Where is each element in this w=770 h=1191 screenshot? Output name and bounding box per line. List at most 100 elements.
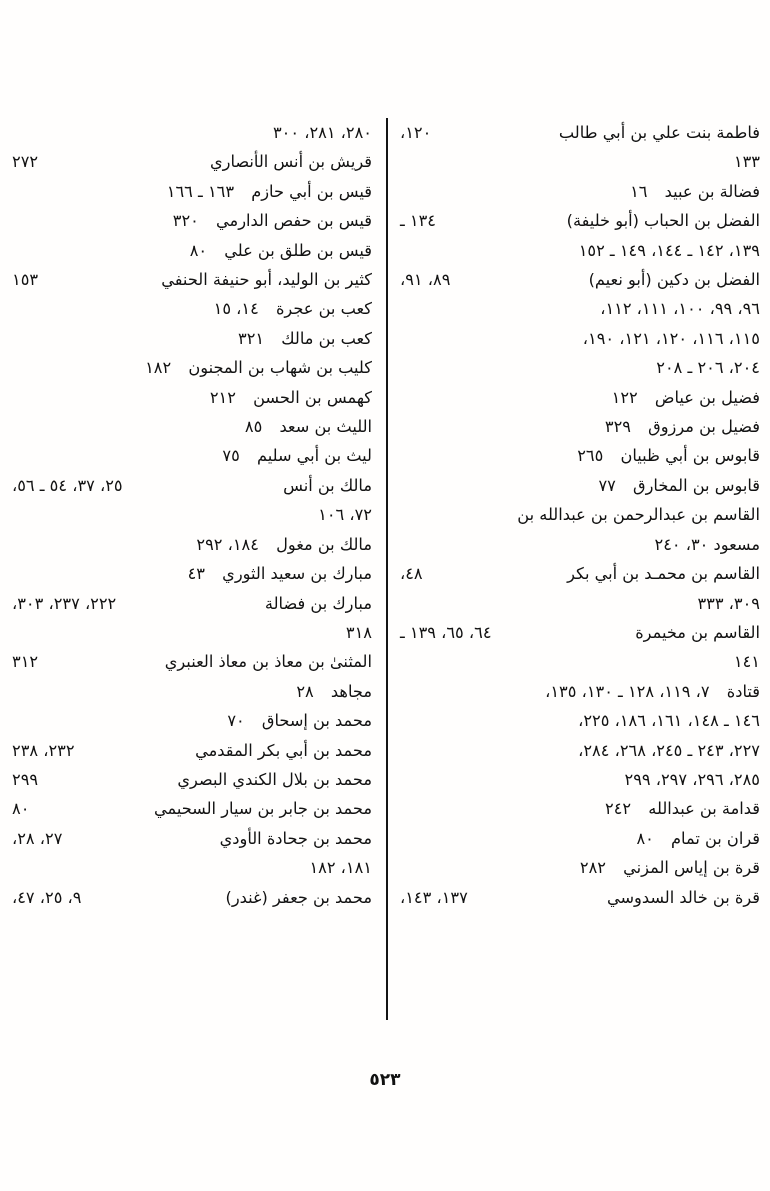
- index-entry: القاسم بن محمـد بن أبي بكر ٤٨،: [400, 559, 760, 588]
- index-entry: قرة بن خالد السدوسي ١٣٧، ١٤٣،: [400, 883, 760, 912]
- index-entry: محمد بن إسحاق ٧٠: [12, 706, 372, 735]
- entry-pages: ٢٢٢، ٢٣٧، ٣٠٣،: [12, 593, 117, 613]
- entry-name: مجاهد: [330, 681, 372, 701]
- entry-name: قيس بن طلق بن علي: [224, 240, 372, 260]
- index-column-left: ٢٨٠، ٢٨١، ٣٠٠ قريش بن أنس الأنصاري ٢٧٢ ق…: [8, 118, 382, 1023]
- index-entry: قتادة ٧، ١١٩، ١٢٨ ـ ١٣٠، ١٣٥،: [400, 677, 760, 706]
- entry-continuation: ٧٢، ١٠٦: [318, 505, 372, 525]
- entry-name: قابوس بن أبي ظبيان: [620, 446, 760, 466]
- entry-pages: ٣١٢: [12, 652, 39, 672]
- entry-pages: ٢٨٢: [579, 858, 607, 878]
- index-entry: قيس بن أبي حازم ١٦٣ ـ ١٦٦: [12, 177, 372, 206]
- entry-name: محمد بن جعفر (غندر): [225, 887, 372, 907]
- index-entry: قيس بن حفص الدارمي ٣٢٠: [12, 206, 372, 235]
- entry-pages: ٢٩٩: [12, 769, 39, 789]
- entry-pages: ١٤، ١٥: [213, 299, 259, 319]
- entry-name: ليث بن أبي سليم: [256, 446, 372, 466]
- entry-pages: ١٨٤، ٢٩٢: [196, 534, 259, 554]
- index-entry: محمد بن جابر بن سيار السحيمي ٨٠: [12, 794, 372, 823]
- index-entry: الفضل بن دكين (أبو نعيم) ٨٩، ٩١،: [400, 265, 760, 294]
- index-entry: مبارك بن فضالة ٢٢٢، ٢٣٧، ٣٠٣،: [12, 589, 372, 618]
- index-column-right: فاطمة بنت علي بن أبي طالب ١٢٠، ١٣٣ فضالة…: [394, 118, 762, 1023]
- entry-pages: ٨٠: [636, 828, 654, 848]
- entry-continuation: ٢٢٧، ٢٤٣ ـ ٢٤٥، ٢٦٨، ٢٨٤،: [578, 740, 760, 760]
- entry-name: مالك بن مغول: [276, 534, 372, 554]
- index-entry: كعب بن عجرة ١٤، ١٥: [12, 294, 372, 323]
- entry-pages: ٨٠: [189, 240, 208, 260]
- entry-name: محمد بن جابر بن سيار السحيمي: [154, 799, 372, 819]
- index-entry: قدامة بن عبدالله ٢٤٢: [400, 794, 760, 823]
- index-entry: فضيل بن مرزوق ٣٢٩: [400, 412, 760, 441]
- entry-pages: ١٣٤ ـ: [400, 211, 436, 231]
- entry-name: قيس بن حفص الدارمي: [216, 211, 372, 231]
- entry-name: مبارك بن فضالة: [264, 593, 372, 613]
- entry-continuation: ٢٠٤، ٢٠٦ ـ ٢٠٨: [656, 358, 760, 378]
- index-entry: قرة بن إياس المزني ٢٨٢: [400, 853, 760, 882]
- entry-pages: ١٦٣ ـ ١٦٦: [166, 181, 235, 201]
- index-entry: محمد بن بلال الكندي البصري ٢٩٩: [12, 765, 372, 794]
- entry-pages: ٨٠: [12, 799, 30, 819]
- entry-name: مبارك بن سعيد الثوري: [222, 564, 372, 584]
- entry-pages: ٤٨،: [400, 564, 423, 584]
- entry-name: محمد بن إسحاق: [261, 711, 372, 731]
- index-entry: كعب بن مالك ٣٢١: [12, 324, 372, 353]
- entry-name: قدامة بن عبدالله: [648, 799, 760, 819]
- entry-name: فاطمة بنت علي بن أبي طالب: [558, 123, 760, 142]
- index-entry: كليب بن شهاب بن المجنون ١٨٢: [12, 353, 372, 382]
- entry-name: كعب بن عجرة: [275, 299, 372, 319]
- entry-name: قرة بن إياس المزني: [623, 858, 760, 878]
- index-entry: فضالة بن عبيد ١٦: [400, 177, 760, 206]
- entry-name: قرة بن خالد السدوسي: [606, 887, 760, 907]
- entry-name: القاسم بن عبدالرحمن بن عبدالله بن: [517, 505, 760, 525]
- index-entry: القاسم بن عبدالرحمن بن عبدالله بن: [400, 500, 760, 529]
- entry-name: قيس بن أبي حازم: [251, 181, 372, 201]
- entry-continuation: مسعود ٣٠، ٢٤٠: [654, 534, 761, 554]
- index-entry: محمد بن أبي بكر المقدمي ٢٣٢، ٢٣٨: [12, 736, 372, 765]
- entry-continuation: ١٨١، ١٨٢: [309, 858, 372, 878]
- entry-pages: ٧٥: [222, 446, 240, 466]
- entry-pages: ٢٣٢، ٢٣٨: [12, 740, 75, 760]
- entry-pages: ٢٧، ٢٨،: [12, 828, 63, 848]
- entry-name: مالك بن أنس: [283, 475, 372, 495]
- entry-name: قريش بن أنس الأنصاري: [209, 152, 372, 172]
- entry-pages: ٧٠: [227, 711, 245, 731]
- entry-name: القاسم بن محمـد بن أبي بكر: [567, 564, 760, 584]
- index-two-column-body: فاطمة بنت علي بن أبي طالب ١٢٠، ١٣٣ فضالة…: [8, 118, 762, 1023]
- entry-pages: ١٨٢: [145, 358, 172, 378]
- entry-continuation: ١١٥، ١١٦، ١٢٠، ١٢١، ١٩٠،: [582, 328, 760, 348]
- column-divider-rule: [386, 118, 388, 1020]
- entry-continuation: ٣٠٩، ٣٣٣: [697, 593, 760, 613]
- entry-name: المثنىٰ بن معاذ بن معاذ العنبري: [164, 652, 372, 672]
- index-entry: محمد بن جعفر (غندر) ٩، ٢٥، ٤٧،: [12, 883, 372, 912]
- index-entry: كثير بن الوليد، أبو حنيفة الحنفي ١٥٣: [12, 265, 372, 294]
- index-entry: الليث بن سعد ٨٥: [12, 412, 372, 441]
- entry-name: محمد بن جحادة الأودي: [219, 828, 372, 848]
- entry-pages: ٧، ١١٩، ١٢٨ ـ ١٣٠، ١٣٥،: [545, 681, 710, 701]
- entry-pages: ١٢٢: [611, 387, 638, 407]
- entry-pages: ٨٥: [244, 417, 263, 437]
- entry-pages: ٢٨: [296, 681, 314, 701]
- entry-name: فضيل بن مرزوق: [648, 417, 760, 437]
- index-entry: مبارك بن سعيد الثوري ٤٣: [12, 559, 372, 588]
- index-entry: قران بن تمام ٨٠: [400, 824, 760, 853]
- entry-pages: ٧٧: [598, 475, 616, 495]
- entry-name: كثير بن الوليد، أبو حنيفة الحنفي: [161, 270, 372, 290]
- index-entry: فاطمة بنت علي بن أبي طالب ١٢٠،: [400, 118, 760, 147]
- entry-name: قابوس بن المخارق: [633, 475, 760, 495]
- index-entry: قابوس بن المخارق ٧٧: [400, 471, 760, 500]
- entry-pages: ٩، ٢٥، ٤٧،: [12, 887, 82, 907]
- entry-name: الفضل بن الحباب (أبو خليفة): [566, 211, 760, 231]
- entry-continuation: ١٣٩، ١٤٢ ـ ١٤٤، ١٤٩ ـ ١٥٢: [578, 240, 760, 260]
- entry-pages: ٢٥، ٣٧، ٥٤ ـ ٥٦،: [12, 475, 123, 495]
- entry-name: محمد بن بلال الكندي البصري: [177, 769, 372, 789]
- index-entry: قيس بن طلق بن علي ٨٠: [12, 236, 372, 265]
- entry-pages: ١٢٠،: [400, 123, 432, 142]
- index-entry: ليث بن أبي سليم ٧٥: [12, 441, 372, 470]
- index-entry: الفضل بن الحباب (أبو خليفة) ١٣٤ ـ: [400, 206, 760, 235]
- entry-name: كعب بن مالك: [281, 328, 372, 348]
- entry-continuation: ٢٨٥، ٢٩٦، ٢٩٧، ٢٩٩: [624, 769, 761, 789]
- index-entry: قريش بن أنس الأنصاري ٢٧٢: [12, 147, 372, 176]
- entry-name: فضالة بن عبيد: [664, 181, 760, 201]
- index-entry: قابوس بن أبي ظبيان ٢٦٥: [400, 441, 760, 470]
